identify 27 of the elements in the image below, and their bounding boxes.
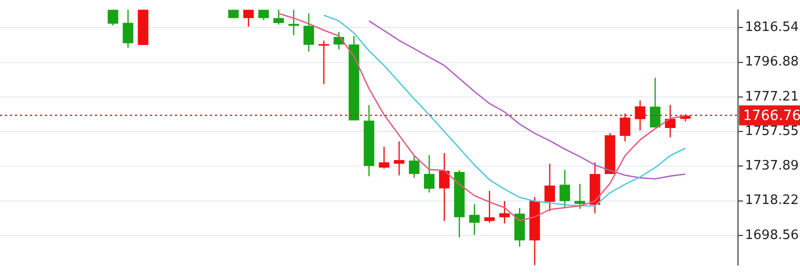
candlestick (378, 146, 390, 170)
candlestick (303, 12, 314, 52)
y-tick-label: 1698.56 (745, 228, 799, 243)
y-tick-label: 1757.55 (745, 124, 799, 139)
candlestick (574, 183, 586, 210)
candlestick (424, 154, 435, 194)
ref-line-label: 1766.76 (743, 108, 800, 124)
y-tick-label: 1816.54 (745, 20, 799, 36)
candlestick (288, 9, 299, 36)
candlestick (108, 9, 118, 26)
y-tick-label: 1777.21 (745, 89, 799, 104)
y-tick-label: 1737.89 (745, 158, 799, 174)
candlestick (544, 163, 556, 212)
candlestick (243, 9, 254, 28)
candlestick (408, 154, 420, 178)
candlestick (439, 152, 450, 222)
y-tick-label: 1796.88 (745, 54, 799, 70)
candlestick (560, 169, 570, 209)
candlestick (469, 204, 480, 236)
candlestick (122, 9, 134, 48)
y-tick-label: 1718.22 (745, 193, 799, 208)
candlestick (484, 190, 495, 224)
candlestick (499, 200, 510, 224)
candlestick (650, 77, 660, 128)
candlestick (394, 140, 404, 176)
candlestick (273, 9, 284, 26)
candlestick (318, 40, 330, 85)
